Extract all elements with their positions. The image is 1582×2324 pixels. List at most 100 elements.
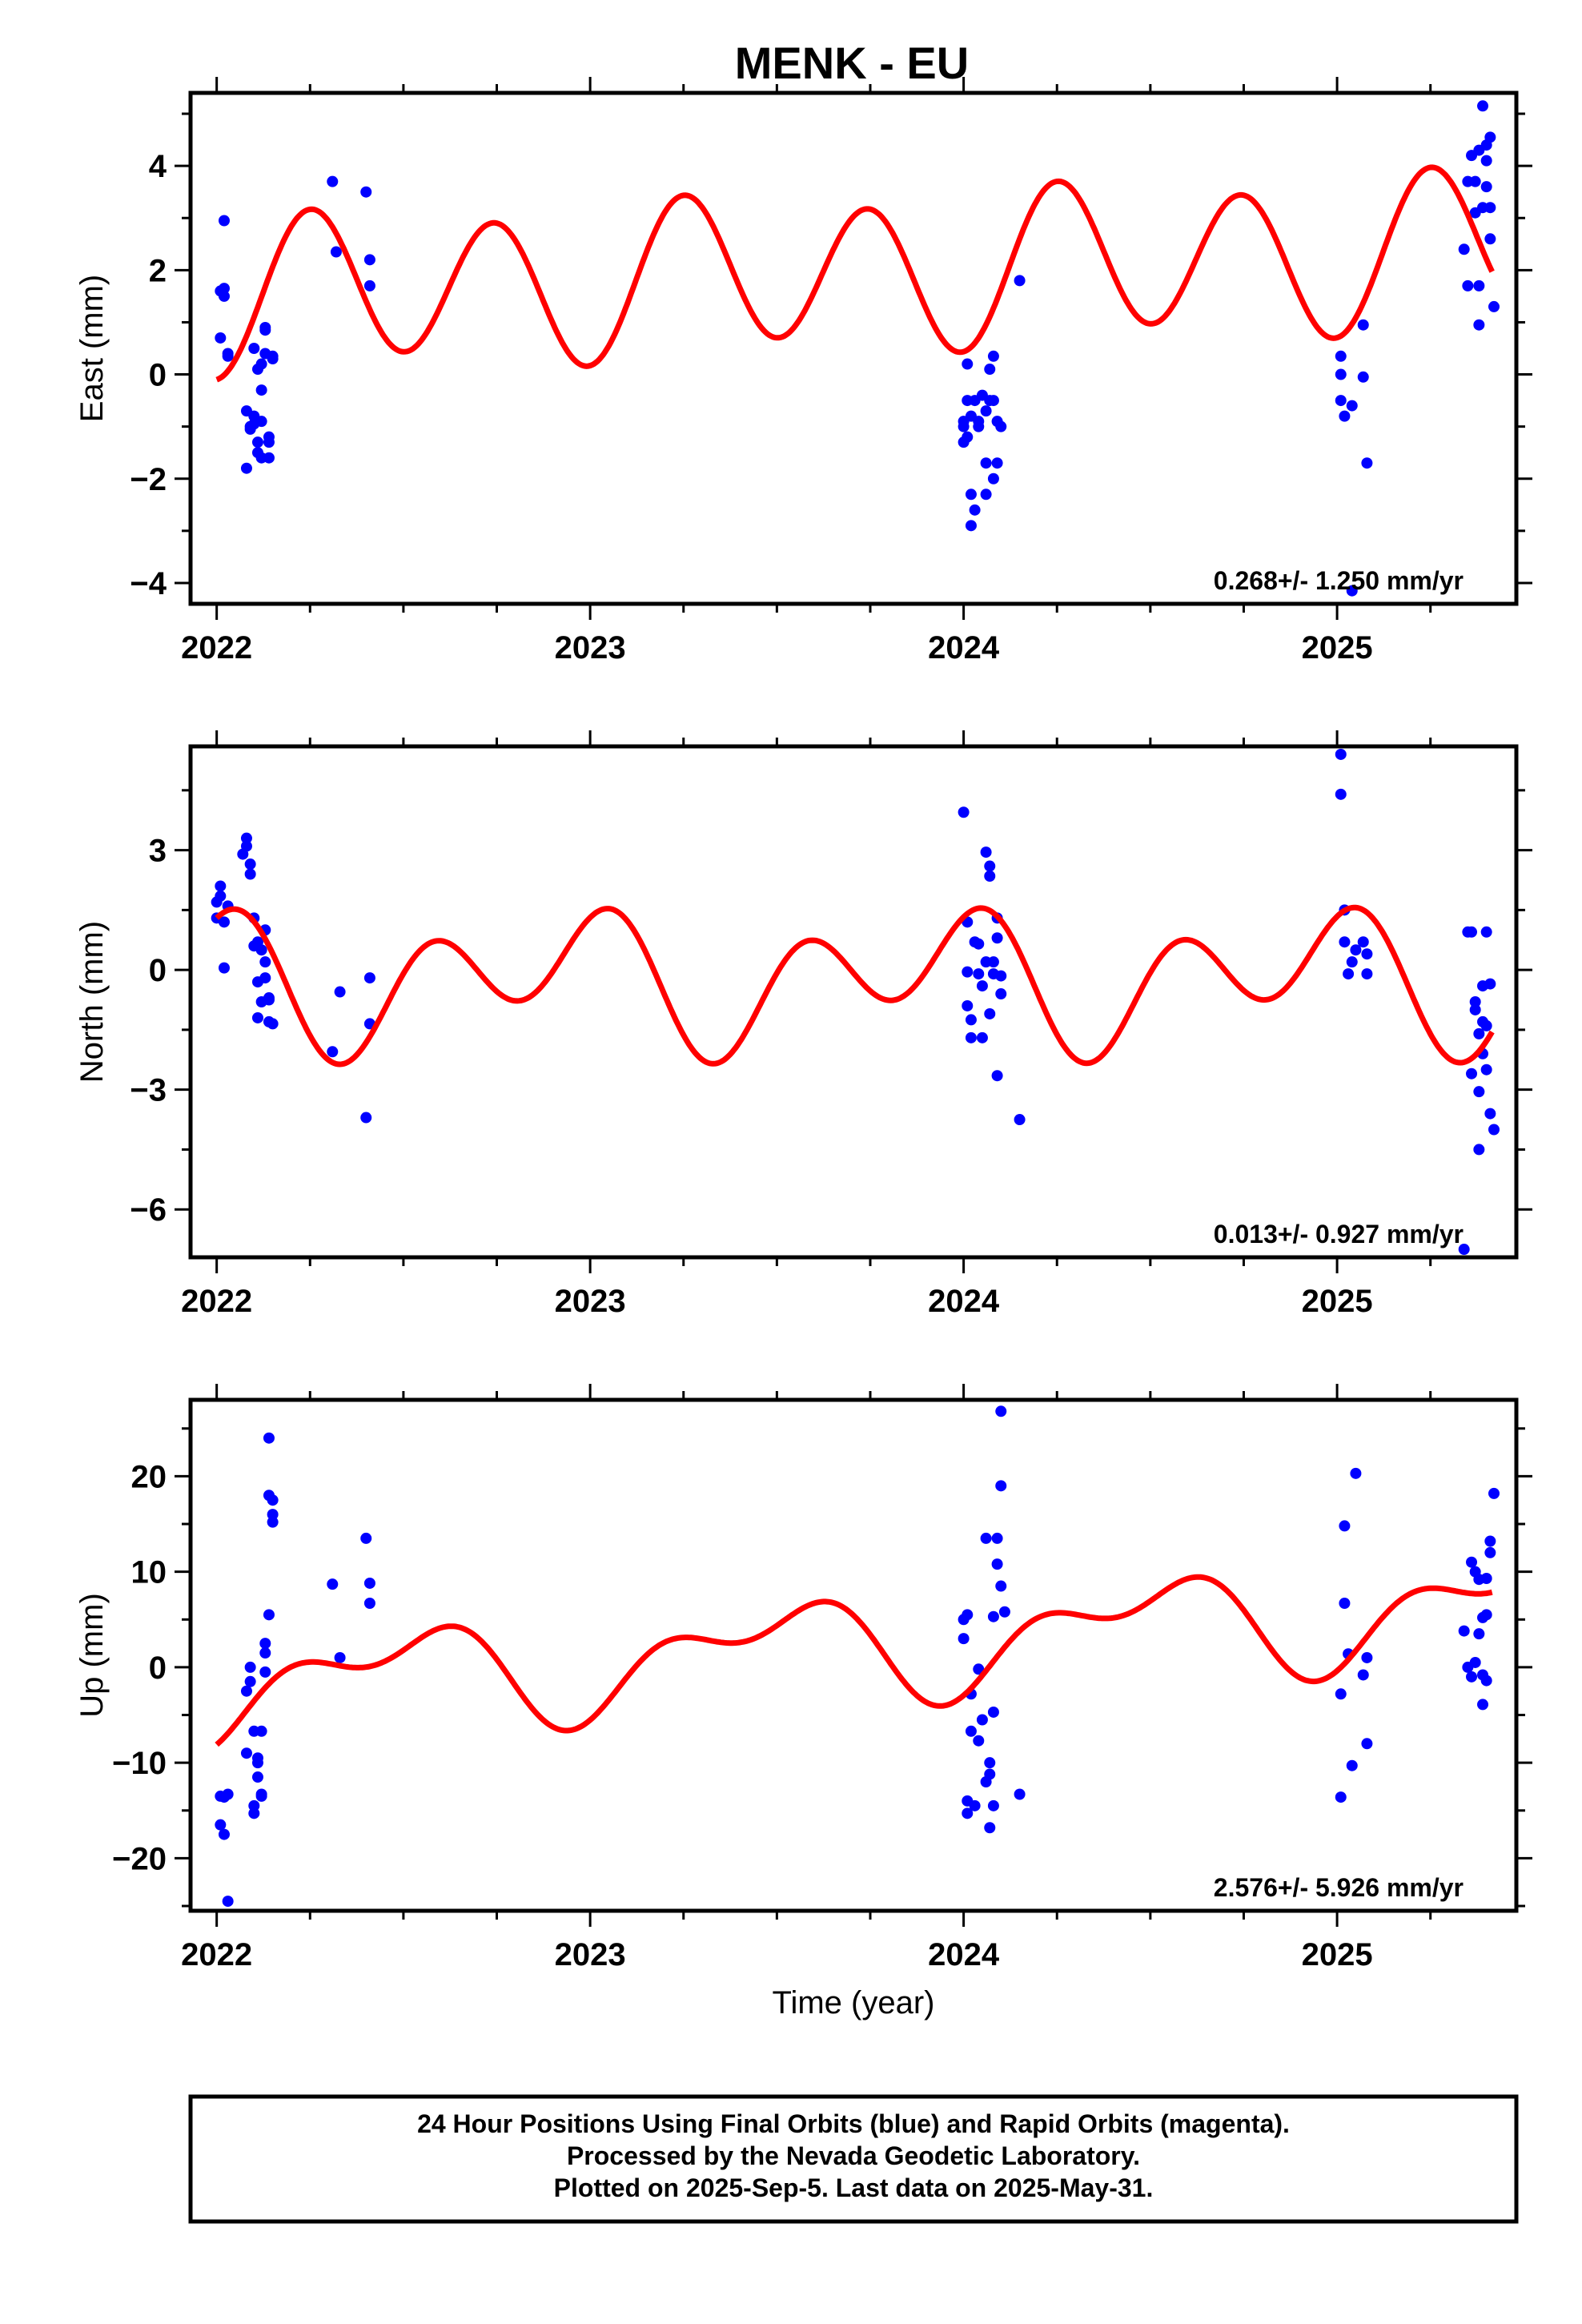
data-point bbox=[327, 175, 339, 187]
data-point bbox=[255, 358, 267, 370]
data-point bbox=[255, 1725, 267, 1737]
data-point bbox=[1488, 1124, 1500, 1136]
data-point bbox=[991, 932, 1003, 944]
data-point bbox=[259, 324, 271, 336]
data-point bbox=[965, 1031, 977, 1043]
data-point bbox=[973, 1735, 985, 1747]
x-tick-label: 2025 bbox=[1302, 1284, 1373, 1319]
data-point bbox=[248, 1799, 260, 1811]
data-point bbox=[973, 968, 985, 980]
data-point bbox=[962, 431, 974, 443]
data-point bbox=[1350, 944, 1362, 956]
y-tick-label: −10 bbox=[112, 1746, 167, 1781]
data-point bbox=[244, 1675, 256, 1687]
data-point bbox=[1477, 100, 1489, 112]
data-point bbox=[1477, 1699, 1489, 1711]
data-point bbox=[1469, 1003, 1481, 1015]
y-tick-label: −4 bbox=[130, 566, 167, 601]
data-point bbox=[215, 890, 227, 902]
x-tick-label: 2022 bbox=[181, 630, 252, 665]
data-point bbox=[1361, 1738, 1373, 1750]
data-point bbox=[251, 1771, 263, 1783]
data-point bbox=[1335, 748, 1347, 760]
panel-north: 2022 2023 2024 2025 −6 −3 0 3 North (mm) 0.013+/-… bbox=[74, 730, 1532, 1319]
data-point bbox=[360, 1112, 372, 1124]
x-tick-label: 2023 bbox=[555, 1937, 626, 1972]
data-point bbox=[1361, 457, 1373, 469]
data-point bbox=[991, 1070, 1003, 1082]
data-point bbox=[980, 457, 992, 469]
data-point bbox=[251, 436, 263, 448]
data-point bbox=[255, 384, 267, 396]
x-tick-label: 2022 bbox=[181, 1937, 252, 1972]
data-point bbox=[244, 1661, 256, 1673]
data-point bbox=[363, 254, 375, 266]
x-tick-label: 2024 bbox=[928, 1284, 1000, 1319]
data-point bbox=[962, 1807, 974, 1819]
data-point bbox=[1466, 1068, 1478, 1080]
y-tick-label: 0 bbox=[149, 953, 167, 988]
data-point bbox=[1473, 1628, 1485, 1640]
data-point bbox=[969, 1799, 981, 1811]
data-point bbox=[1357, 371, 1369, 383]
data-point bbox=[962, 999, 974, 1011]
data-point bbox=[987, 472, 999, 485]
plot-frame bbox=[188, 744, 1519, 1260]
data-point bbox=[267, 1018, 279, 1030]
data-point bbox=[1480, 1573, 1492, 1585]
data-point bbox=[1480, 1609, 1492, 1621]
y-axis-label: Up (mm) bbox=[74, 1593, 110, 1718]
data-point bbox=[984, 860, 996, 872]
data-point bbox=[244, 858, 256, 870]
data-point bbox=[240, 462, 252, 474]
data-point bbox=[360, 186, 372, 198]
y-tick-label: 3 bbox=[149, 834, 167, 869]
data-point bbox=[987, 1799, 999, 1811]
data-point bbox=[984, 1757, 996, 1769]
x-tick-label: 2025 bbox=[1302, 630, 1373, 665]
data-point bbox=[1335, 1791, 1347, 1803]
data-point bbox=[965, 1725, 977, 1737]
data-point bbox=[1466, 1556, 1478, 1568]
data-point bbox=[1473, 1144, 1485, 1156]
data-point bbox=[984, 1822, 996, 1834]
y-tick-label: 10 bbox=[131, 1555, 167, 1590]
data-point bbox=[1473, 1086, 1485, 1098]
data-point bbox=[984, 870, 996, 882]
data-point bbox=[1473, 1027, 1485, 1039]
data-point bbox=[1346, 585, 1358, 597]
y-axis-label: North (mm) bbox=[74, 921, 110, 1083]
x-tick-label: 2024 bbox=[928, 630, 1000, 665]
data-point bbox=[1339, 1520, 1351, 1532]
data-point bbox=[1014, 1788, 1026, 1800]
data-point bbox=[263, 1609, 275, 1621]
data-point bbox=[1480, 1063, 1492, 1076]
data-point bbox=[222, 1896, 234, 1908]
data-point bbox=[1335, 1688, 1347, 1700]
footer-line-2: Processed by the Nevada Geodetic Laborat… bbox=[567, 2141, 1140, 2170]
data-point bbox=[962, 1609, 974, 1621]
data-point bbox=[218, 916, 230, 928]
data-point bbox=[363, 1577, 375, 1589]
data-point bbox=[1469, 996, 1481, 1007]
data-point bbox=[267, 1516, 279, 1528]
data-point bbox=[1480, 181, 1492, 193]
footer-line-3: Plotted on 2025-Sep-5. Last data on 2025… bbox=[554, 2173, 1154, 2202]
data-point bbox=[255, 416, 267, 428]
data-point bbox=[980, 489, 992, 501]
data-point bbox=[218, 290, 230, 302]
data-point bbox=[240, 1685, 252, 1697]
data-point bbox=[969, 504, 981, 516]
data-point bbox=[240, 840, 252, 852]
data-point bbox=[987, 350, 999, 362]
plot-frame bbox=[188, 90, 1519, 606]
data-points bbox=[215, 100, 1500, 597]
data-point bbox=[251, 1757, 263, 1769]
data-point bbox=[1361, 948, 1373, 960]
data-point bbox=[1480, 155, 1492, 167]
footer-frame bbox=[188, 2094, 1519, 2224]
data-point bbox=[976, 980, 988, 992]
data-point bbox=[1458, 243, 1470, 255]
data-point bbox=[965, 489, 977, 501]
